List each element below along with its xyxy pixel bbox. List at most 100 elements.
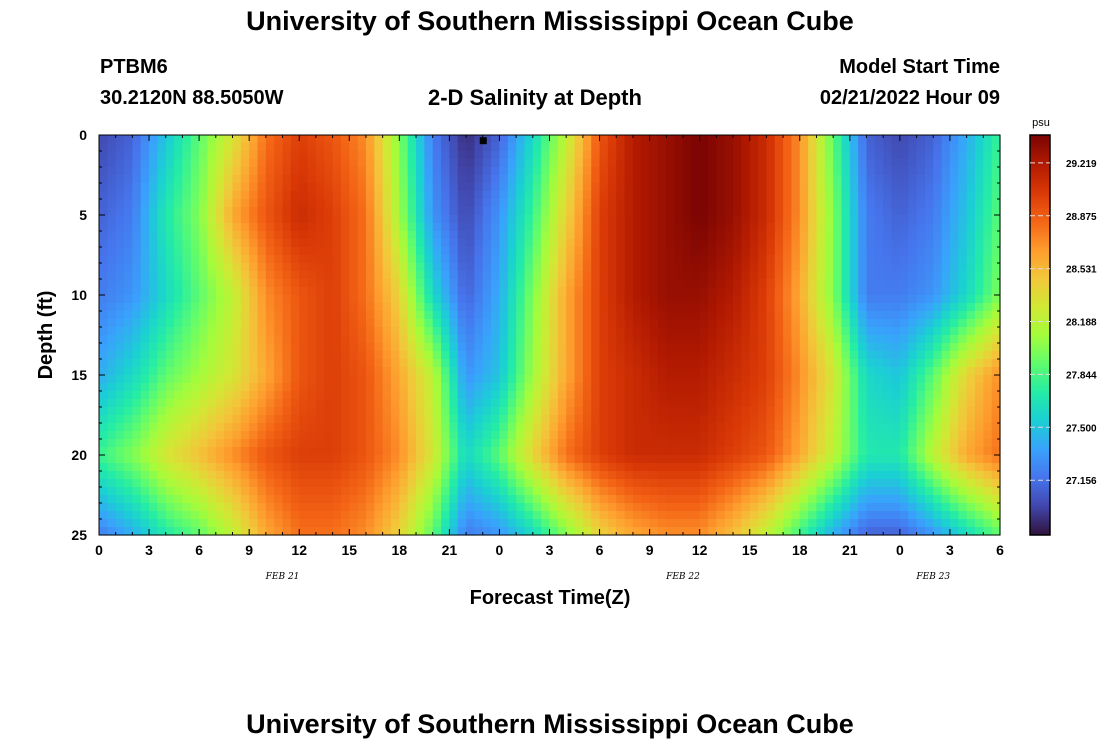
heatmap-cell <box>283 479 292 488</box>
heatmap-cell <box>424 455 433 464</box>
heatmap-cell <box>424 215 433 224</box>
heatmap-cell <box>116 375 125 384</box>
heatmap-cell <box>942 431 951 440</box>
heatmap-cell <box>166 463 175 472</box>
heatmap-cell <box>992 375 1001 384</box>
heatmap-cell <box>616 391 625 400</box>
heatmap-cell <box>791 327 800 336</box>
heatmap-cell <box>182 319 191 328</box>
heatmap-cell <box>274 199 283 208</box>
heatmap-cell <box>441 455 450 464</box>
heatmap-cell <box>199 191 208 200</box>
heatmap-cell <box>750 407 759 416</box>
heatmap-cell <box>483 295 492 304</box>
heatmap-cell <box>908 303 917 312</box>
heatmap-cell <box>182 167 191 176</box>
heatmap-cell <box>558 175 567 184</box>
heatmap-cell <box>967 231 976 240</box>
heatmap-cell <box>499 327 508 336</box>
heatmap-cell <box>483 319 492 328</box>
heatmap-cell <box>449 191 458 200</box>
heatmap-cell <box>324 303 333 312</box>
heatmap-cell <box>324 487 333 496</box>
heatmap-cell <box>625 239 634 248</box>
heatmap-cell <box>466 239 475 248</box>
heatmap-cell <box>283 311 292 320</box>
heatmap-cell <box>383 287 392 296</box>
heatmap-cell <box>683 351 692 360</box>
heatmap-cell <box>800 175 809 184</box>
heatmap-cell <box>274 383 283 392</box>
heatmap-cell <box>291 167 300 176</box>
heatmap-cell <box>591 431 600 440</box>
heatmap-cell <box>291 327 300 336</box>
heatmap-cell <box>224 159 233 168</box>
heatmap-cell <box>833 263 842 272</box>
heatmap-cell <box>833 487 842 496</box>
heatmap-cell <box>333 343 342 352</box>
heatmap-cell <box>408 287 417 296</box>
heatmap-cell <box>216 199 225 208</box>
heatmap-cell <box>232 423 241 432</box>
heatmap-cell <box>541 319 550 328</box>
heatmap-cell <box>992 367 1001 376</box>
heatmap-cell <box>199 399 208 408</box>
heatmap-cell <box>808 135 817 144</box>
heatmap-cell <box>583 279 592 288</box>
heatmap-cell <box>808 311 817 320</box>
heatmap-cell <box>850 423 859 432</box>
heatmap-cell <box>533 247 542 256</box>
heatmap-cell <box>424 287 433 296</box>
heatmap-cell <box>892 183 901 192</box>
heatmap-cell <box>408 255 417 264</box>
heatmap-cell <box>441 311 450 320</box>
heatmap-cell <box>800 295 809 304</box>
heatmap-cell <box>900 351 909 360</box>
heatmap-cell <box>308 343 317 352</box>
heatmap-cell <box>166 175 175 184</box>
heatmap-cell <box>808 231 817 240</box>
heatmap-cell <box>466 455 475 464</box>
heatmap-cell <box>975 215 984 224</box>
heatmap-cell <box>875 175 884 184</box>
heatmap-cell <box>449 231 458 240</box>
heatmap-cell <box>466 319 475 328</box>
heatmap-cell <box>358 239 367 248</box>
heatmap-cell <box>908 431 917 440</box>
heatmap-cell <box>499 271 508 280</box>
heatmap-cell <box>825 407 834 416</box>
heatmap-cell <box>600 303 609 312</box>
heatmap-cell <box>141 191 150 200</box>
heatmap-cell <box>875 167 884 176</box>
heatmap-cell <box>983 311 992 320</box>
heatmap-cell <box>825 263 834 272</box>
heatmap-cell <box>416 135 425 144</box>
heatmap-cell <box>216 135 225 144</box>
heatmap-cell <box>199 223 208 232</box>
heatmap-cell <box>725 415 734 424</box>
heatmap-cell <box>483 199 492 208</box>
heatmap-cell <box>633 279 642 288</box>
heatmap-cell <box>333 327 342 336</box>
heatmap-cell <box>116 447 125 456</box>
heatmap-cell <box>550 199 559 208</box>
heatmap-cell <box>791 143 800 152</box>
heatmap-cell <box>508 399 517 408</box>
heatmap-cell <box>107 167 116 176</box>
heatmap-cell <box>892 239 901 248</box>
heatmap-cell <box>750 463 759 472</box>
heatmap-cell <box>967 415 976 424</box>
heatmap-cell <box>591 175 600 184</box>
heatmap-cell <box>633 263 642 272</box>
heatmap-cell <box>925 183 934 192</box>
heatmap-cell <box>700 319 709 328</box>
heatmap-cell <box>625 271 634 280</box>
heatmap-cell <box>508 375 517 384</box>
heatmap-cell <box>958 319 967 328</box>
heatmap-cell <box>716 471 725 480</box>
heatmap-cell <box>600 423 609 432</box>
heatmap-cell <box>900 279 909 288</box>
heatmap-cell <box>391 135 400 144</box>
heatmap-cell <box>833 431 842 440</box>
heatmap-cell <box>433 487 442 496</box>
